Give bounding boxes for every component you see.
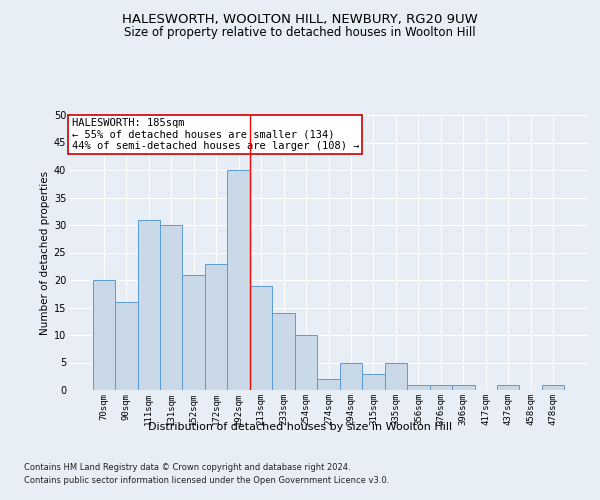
Bar (272, 313, 295, 390)
Text: HALESWORTH: 185sqm
← 55% of detached houses are smaller (134)
44% of semi-detach: HALESWORTH: 185sqm ← 55% of detached hou… (71, 118, 359, 151)
Bar (250, 286, 272, 390)
Text: HALESWORTH, WOOLTON HILL, NEWBURY, RG20 9UW: HALESWORTH, WOOLTON HILL, NEWBURY, RG20 … (122, 12, 478, 26)
Bar (182, 274, 205, 390)
Bar (542, 384, 565, 390)
Text: Contains public sector information licensed under the Open Government Licence v3: Contains public sector information licen… (24, 476, 389, 485)
Text: Distribution of detached houses by size in Woolton Hill: Distribution of detached houses by size … (148, 422, 452, 432)
Y-axis label: Number of detached properties: Number of detached properties (40, 170, 50, 334)
Bar (340, 362, 362, 390)
Bar (385, 362, 407, 390)
Bar (497, 384, 520, 390)
Bar (227, 170, 250, 390)
Bar (317, 379, 340, 390)
Bar (407, 384, 430, 390)
Bar (92, 280, 115, 390)
Bar (115, 302, 137, 390)
Bar (295, 335, 317, 390)
Text: Contains HM Land Registry data © Crown copyright and database right 2024.: Contains HM Land Registry data © Crown c… (24, 462, 350, 471)
Bar (430, 384, 452, 390)
Text: Size of property relative to detached houses in Woolton Hill: Size of property relative to detached ho… (124, 26, 476, 39)
Bar (362, 374, 385, 390)
Bar (137, 220, 160, 390)
Bar (452, 384, 475, 390)
Bar (160, 225, 182, 390)
Bar (205, 264, 227, 390)
